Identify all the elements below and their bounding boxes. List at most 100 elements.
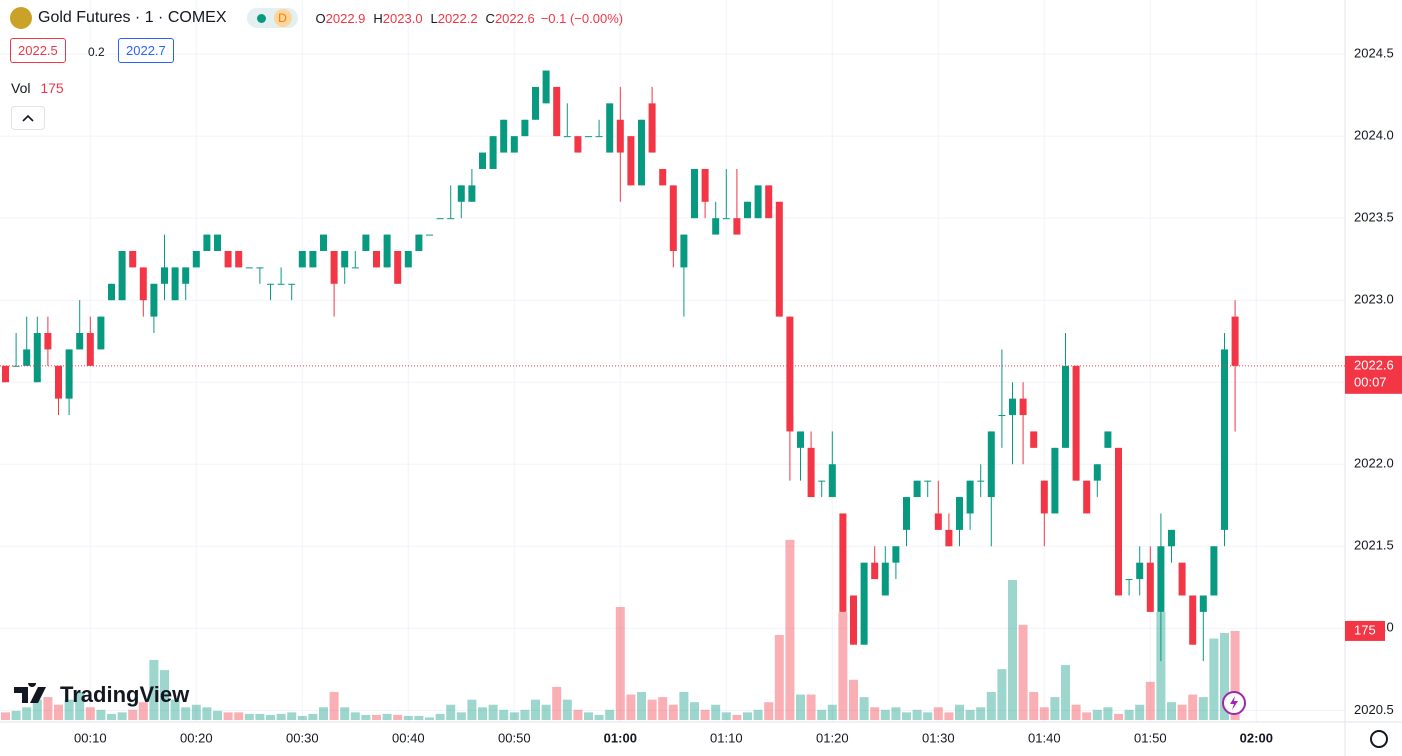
ohlc-key: L [430, 10, 438, 26]
volume-bar [266, 714, 275, 720]
volume-bar [414, 715, 424, 720]
y-tick-label: 2021.5 [1354, 538, 1394, 553]
candle-body [1231, 316, 1239, 366]
volume-bar [1198, 697, 1208, 720]
candle-body [192, 250, 200, 268]
volume-bar [721, 712, 731, 720]
candle-body [320, 234, 327, 251]
volume-bar [1029, 692, 1039, 720]
candle-body [97, 316, 105, 350]
volume-bar [22, 707, 32, 720]
volume-bar [96, 709, 106, 720]
volume-bar [11, 710, 21, 720]
volume-bar [244, 713, 254, 720]
candle-body [2, 365, 9, 383]
volume-bar [955, 704, 964, 720]
symbol-title[interactable]: Gold Futures · 1 · COMEX [38, 9, 227, 26]
candle-body [182, 267, 190, 284]
volume-bar [456, 712, 466, 720]
volume-bar [1209, 638, 1219, 720]
volume-bar [297, 715, 307, 720]
ask-button[interactable]: 2022.7 [118, 38, 174, 63]
candle-body [691, 168, 698, 219]
volume-bar [350, 712, 360, 720]
settings-button[interactable] [1370, 730, 1388, 748]
volume-bar [870, 707, 880, 720]
candle-body [373, 250, 380, 268]
brand-logo: TradingView [14, 682, 189, 708]
candle-body [913, 480, 921, 498]
volume-bar [467, 699, 477, 720]
candle-body [977, 480, 985, 482]
candle-body [118, 250, 126, 301]
candle-body [765, 185, 773, 219]
candle-body [394, 250, 402, 284]
candle-body [712, 218, 720, 235]
legend-row: Gold Futures · 1 · COMEX D O2022.9 H2023.… [10, 7, 623, 29]
candle-body [55, 365, 62, 399]
candle-body [1146, 562, 1154, 612]
candle-body [436, 218, 444, 220]
volume-bar [435, 713, 445, 720]
spread: 0.2 [88, 45, 105, 59]
ohlc-legend: O2022.9 H2023.0 L2022.2 C2022.6 [316, 11, 535, 26]
collapse-button[interactable] [11, 106, 45, 130]
candle-body [659, 168, 667, 186]
candle-body [532, 86, 539, 120]
candle-body [1115, 447, 1122, 596]
volume-bar [64, 699, 74, 720]
volume-bar [160, 670, 169, 720]
volume-value: 175 [40, 80, 64, 96]
candle-body [23, 349, 31, 366]
candle-body [1051, 447, 1059, 514]
candle-body [797, 431, 804, 448]
volume-bar [700, 709, 710, 720]
status-pill[interactable]: D [246, 8, 298, 28]
y-tick-label: 2024.0 [1354, 128, 1394, 143]
candle-body [828, 464, 836, 498]
volume-bar [573, 709, 583, 720]
candle-body [574, 136, 582, 153]
candle-body [1083, 480, 1091, 514]
volume-bar [223, 712, 233, 720]
candle-body [457, 185, 465, 202]
candle-body [818, 480, 826, 482]
volume-bar [891, 707, 901, 720]
volume-bar [520, 709, 530, 720]
candle-body [998, 415, 1006, 417]
lightning-button[interactable] [1222, 691, 1246, 715]
candle-body [542, 70, 550, 104]
candle-body [171, 267, 179, 301]
symbol-logo [10, 7, 32, 29]
y-tick-label: 2022.0 [1354, 456, 1394, 471]
x-tick-label: 01:30 [922, 730, 955, 745]
volume-tag [1345, 620, 1385, 641]
badge: D [273, 9, 292, 27]
x-tick-label: 00:30 [286, 730, 319, 745]
candle-body [786, 316, 794, 432]
candle-body [521, 119, 529, 137]
volume-bar [488, 704, 498, 720]
volume-bar [138, 702, 148, 720]
volume-bar [372, 714, 381, 720]
bid-button[interactable]: 2022.5 [10, 38, 66, 63]
x-tick-label: 01:00 [604, 730, 637, 745]
y-tick-label: 2023.5 [1354, 210, 1394, 225]
candle-body [754, 185, 762, 219]
volume-bar [1, 712, 10, 720]
candle-body [479, 152, 486, 169]
brand-name: TradingView [60, 682, 190, 707]
volume-bar [1156, 612, 1166, 720]
volume-bar [880, 709, 890, 720]
candle-body [860, 562, 868, 645]
lightning-icon [1230, 696, 1238, 710]
candle-body [903, 497, 910, 530]
brand-icon [14, 683, 46, 703]
price-tag [1345, 355, 1402, 394]
ohlc-key: O [315, 10, 326, 26]
volume-bar [361, 714, 371, 720]
volume-bar [849, 679, 858, 720]
volume-bar [753, 709, 763, 720]
volume-bar [340, 707, 350, 720]
volume-bar [658, 697, 668, 720]
